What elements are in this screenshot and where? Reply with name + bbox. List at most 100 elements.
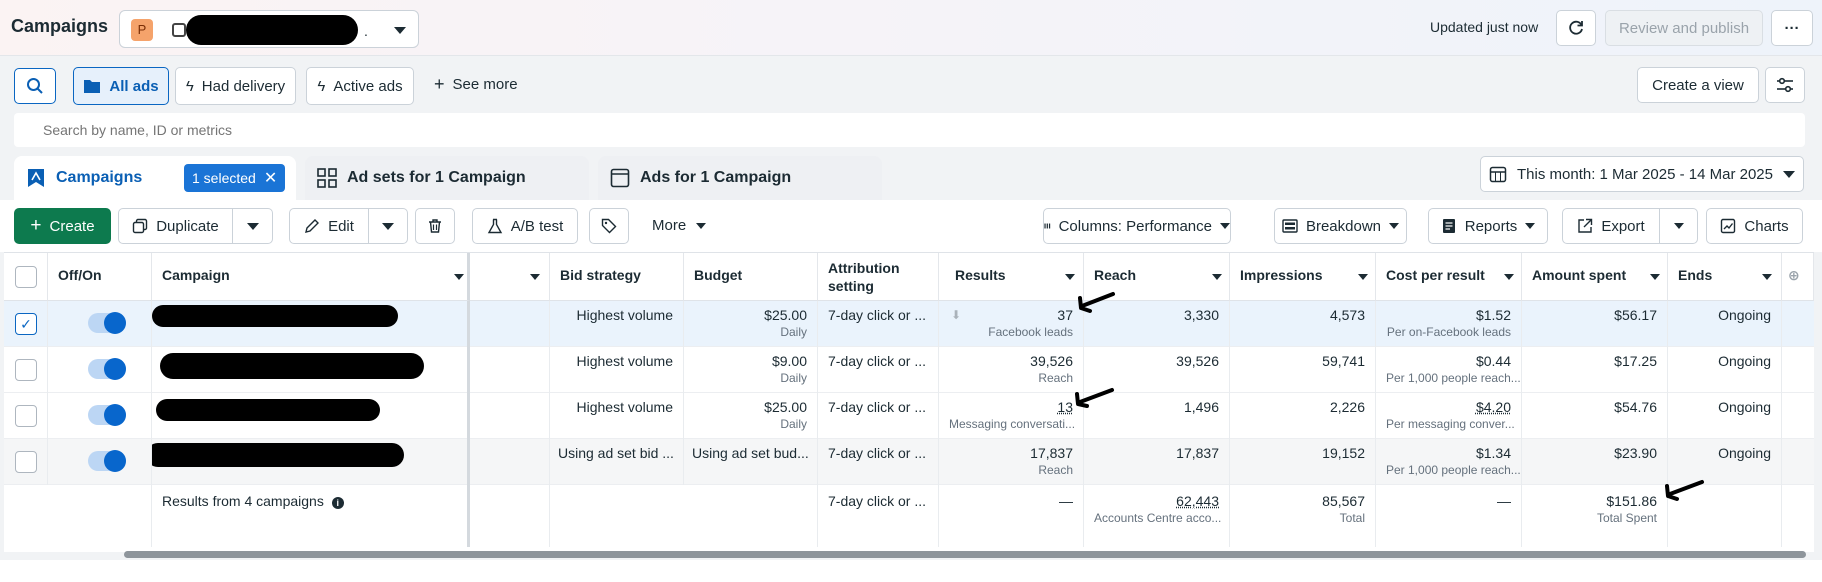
export-button[interactable]: Export — [1562, 208, 1660, 244]
header-ends-label: Ends — [1678, 267, 1713, 283]
row-checkbox-checked[interactable]: ✓ — [15, 313, 37, 335]
reports-dropdown[interactable]: Reports — [1428, 208, 1548, 244]
header-results[interactable]: Results — [939, 253, 1084, 301]
header-reach[interactable]: Reach — [1084, 253, 1230, 301]
header-hidden-column[interactable] — [470, 253, 550, 301]
ends-value[interactable]: Ongoing — [1668, 393, 1782, 439]
ends-value[interactable]: Ongoing — [1668, 439, 1782, 485]
bid-strategy-value[interactable]: Highest volume — [550, 347, 684, 393]
budget-value[interactable]: $25.00 — [764, 399, 807, 415]
horizontal-scrollbar[interactable] — [124, 551, 1806, 558]
chevron-down-icon[interactable] — [454, 274, 464, 280]
ends-value[interactable]: Ongoing — [1668, 301, 1782, 347]
reach-value: 1,496 — [1084, 393, 1230, 439]
chevron-down-icon[interactable] — [1358, 274, 1368, 280]
search-toggle-button[interactable] — [14, 68, 56, 104]
table-row[interactable]: Highest volume $9.00 Daily 7-day click or… — [4, 347, 1814, 393]
bid-strategy-value[interactable]: Using ad set bid ... — [550, 439, 684, 485]
account-selector[interactable]: P . — [119, 10, 419, 48]
ad-icon — [610, 168, 630, 188]
chevron-down-icon[interactable] — [1504, 274, 1514, 280]
cost-per-result-value: $1.52 — [1475, 307, 1511, 323]
see-more-filters[interactable]: + See more — [434, 75, 518, 93]
cost-per-result-value: $0.44 — [1475, 353, 1511, 369]
header-campaign[interactable]: Campaign — [152, 253, 470, 301]
chevron-down-icon[interactable] — [1212, 274, 1222, 280]
table-row[interactable]: Highest volume $25.00 Daily 7-day click o… — [4, 393, 1814, 439]
add-column-icon[interactable]: ⊕ — [1782, 253, 1814, 301]
more-options-button[interactable]: ··· — [1771, 10, 1813, 46]
ab-test-button[interactable]: A/B test — [472, 208, 578, 244]
info-icon[interactable]: i — [331, 497, 344, 509]
review-publish-button[interactable]: Review and publish — [1605, 10, 1763, 46]
chevron-down-icon[interactable] — [1762, 274, 1772, 280]
create-view-button[interactable]: Create a view — [1637, 67, 1759, 103]
download-icon: ⬇ — [951, 308, 962, 322]
row-checkbox[interactable] — [15, 405, 37, 427]
results-value[interactable]: 37 — [1057, 307, 1073, 323]
tab-campaigns[interactable]: Campaigns 1 selected ✕ — [14, 156, 296, 200]
attribution-value[interactable]: 7-day click or ... — [818, 347, 939, 393]
more-actions-dropdown[interactable]: More — [652, 217, 707, 234]
duplicate-button[interactable]: Duplicate — [118, 208, 233, 244]
export-dropdown[interactable] — [1659, 208, 1698, 244]
close-icon[interactable]: ✕ — [263, 170, 278, 187]
header-bid-strategy[interactable]: Bid strategy — [550, 253, 684, 301]
charts-button[interactable]: Charts — [1706, 208, 1803, 244]
bid-strategy-value[interactable]: Highest volume — [550, 301, 684, 347]
delete-button[interactable] — [415, 208, 455, 244]
view-settings-button[interactable] — [1765, 67, 1805, 103]
results-value[interactable]: 13 — [1057, 399, 1073, 415]
date-range-picker[interactable]: This month: 1 Mar 2025 - 14 Mar 2025 — [1480, 156, 1804, 192]
row-checkbox[interactable] — [15, 359, 37, 381]
breakdown-dropdown[interactable]: Breakdown — [1274, 208, 1407, 244]
toggle-switch[interactable] — [88, 450, 126, 472]
results-type: Facebook leads — [988, 325, 1073, 339]
chevron-down-icon[interactable] — [1650, 274, 1660, 280]
tag-button[interactable] — [589, 208, 629, 244]
results-type: Reach — [1038, 463, 1073, 477]
toggle-switch[interactable] — [88, 358, 126, 380]
chevron-down-icon[interactable] — [530, 274, 540, 280]
ends-value[interactable]: Ongoing — [1668, 347, 1782, 393]
filter-all-ads[interactable]: All ads — [73, 67, 169, 105]
tab-ad-sets[interactable]: Ad sets for 1 Campaign — [305, 156, 589, 200]
budget-value[interactable]: $9.00 — [771, 353, 807, 369]
filter-had-delivery[interactable]: ϟ Had delivery — [175, 67, 296, 105]
chevron-down-icon[interactable] — [394, 27, 406, 34]
attribution-value[interactable]: 7-day click or ... — [818, 439, 939, 485]
header-cost-per-result[interactable]: Cost per result — [1376, 253, 1522, 301]
results-value[interactable]: 39,526 — [1030, 353, 1073, 369]
attribution-value[interactable]: 7-day click or ... — [818, 301, 939, 347]
toggle-switch[interactable] — [88, 404, 126, 426]
header-ends[interactable]: Ends — [1668, 253, 1782, 301]
account-suffix: . — [364, 23, 368, 39]
search-input[interactable] — [14, 113, 1805, 147]
toggle-switch[interactable] — [88, 312, 126, 334]
edit-button[interactable]: Edit — [289, 208, 369, 244]
bid-strategy-value[interactable]: Highest volume — [550, 393, 684, 439]
refresh-button[interactable] — [1556, 10, 1596, 46]
tab-ads[interactable]: Ads for 1 Campaign — [598, 156, 882, 200]
selected-badge[interactable]: 1 selected ✕ — [184, 164, 286, 192]
budget-value[interactable]: Using ad set bud... — [692, 445, 809, 461]
edit-dropdown[interactable] — [368, 208, 408, 244]
header-amount-spent[interactable]: Amount spent — [1522, 253, 1668, 301]
select-all-checkbox[interactable] — [15, 266, 37, 288]
header-off-on[interactable]: Off/On — [48, 253, 152, 301]
create-button[interactable]: + Create — [14, 208, 111, 244]
reports-label: Reports — [1464, 217, 1518, 235]
attribution-value[interactable]: 7-day click or ... — [818, 393, 939, 439]
duplicate-dropdown[interactable] — [232, 208, 273, 244]
budget-value[interactable]: $25.00 — [764, 307, 807, 323]
header-attribution[interactable]: Attribution setting — [818, 253, 939, 301]
row-checkbox[interactable] — [15, 451, 37, 473]
header-impressions[interactable]: Impressions — [1230, 253, 1376, 301]
filter-active-ads[interactable]: ϟ Active ads — [306, 67, 414, 105]
header-budget[interactable]: Budget — [684, 253, 818, 301]
chevron-down-icon[interactable] — [1065, 274, 1075, 280]
results-value[interactable]: 17,837 — [1030, 445, 1073, 461]
table-row[interactable]: ✓ Highest volume $25.00 Daily 7-day click… — [4, 301, 1814, 347]
table-row[interactable]: Using ad set bid ... Using ad set bud...… — [4, 439, 1814, 485]
columns-dropdown[interactable]: Columns: Performance — [1043, 208, 1231, 244]
